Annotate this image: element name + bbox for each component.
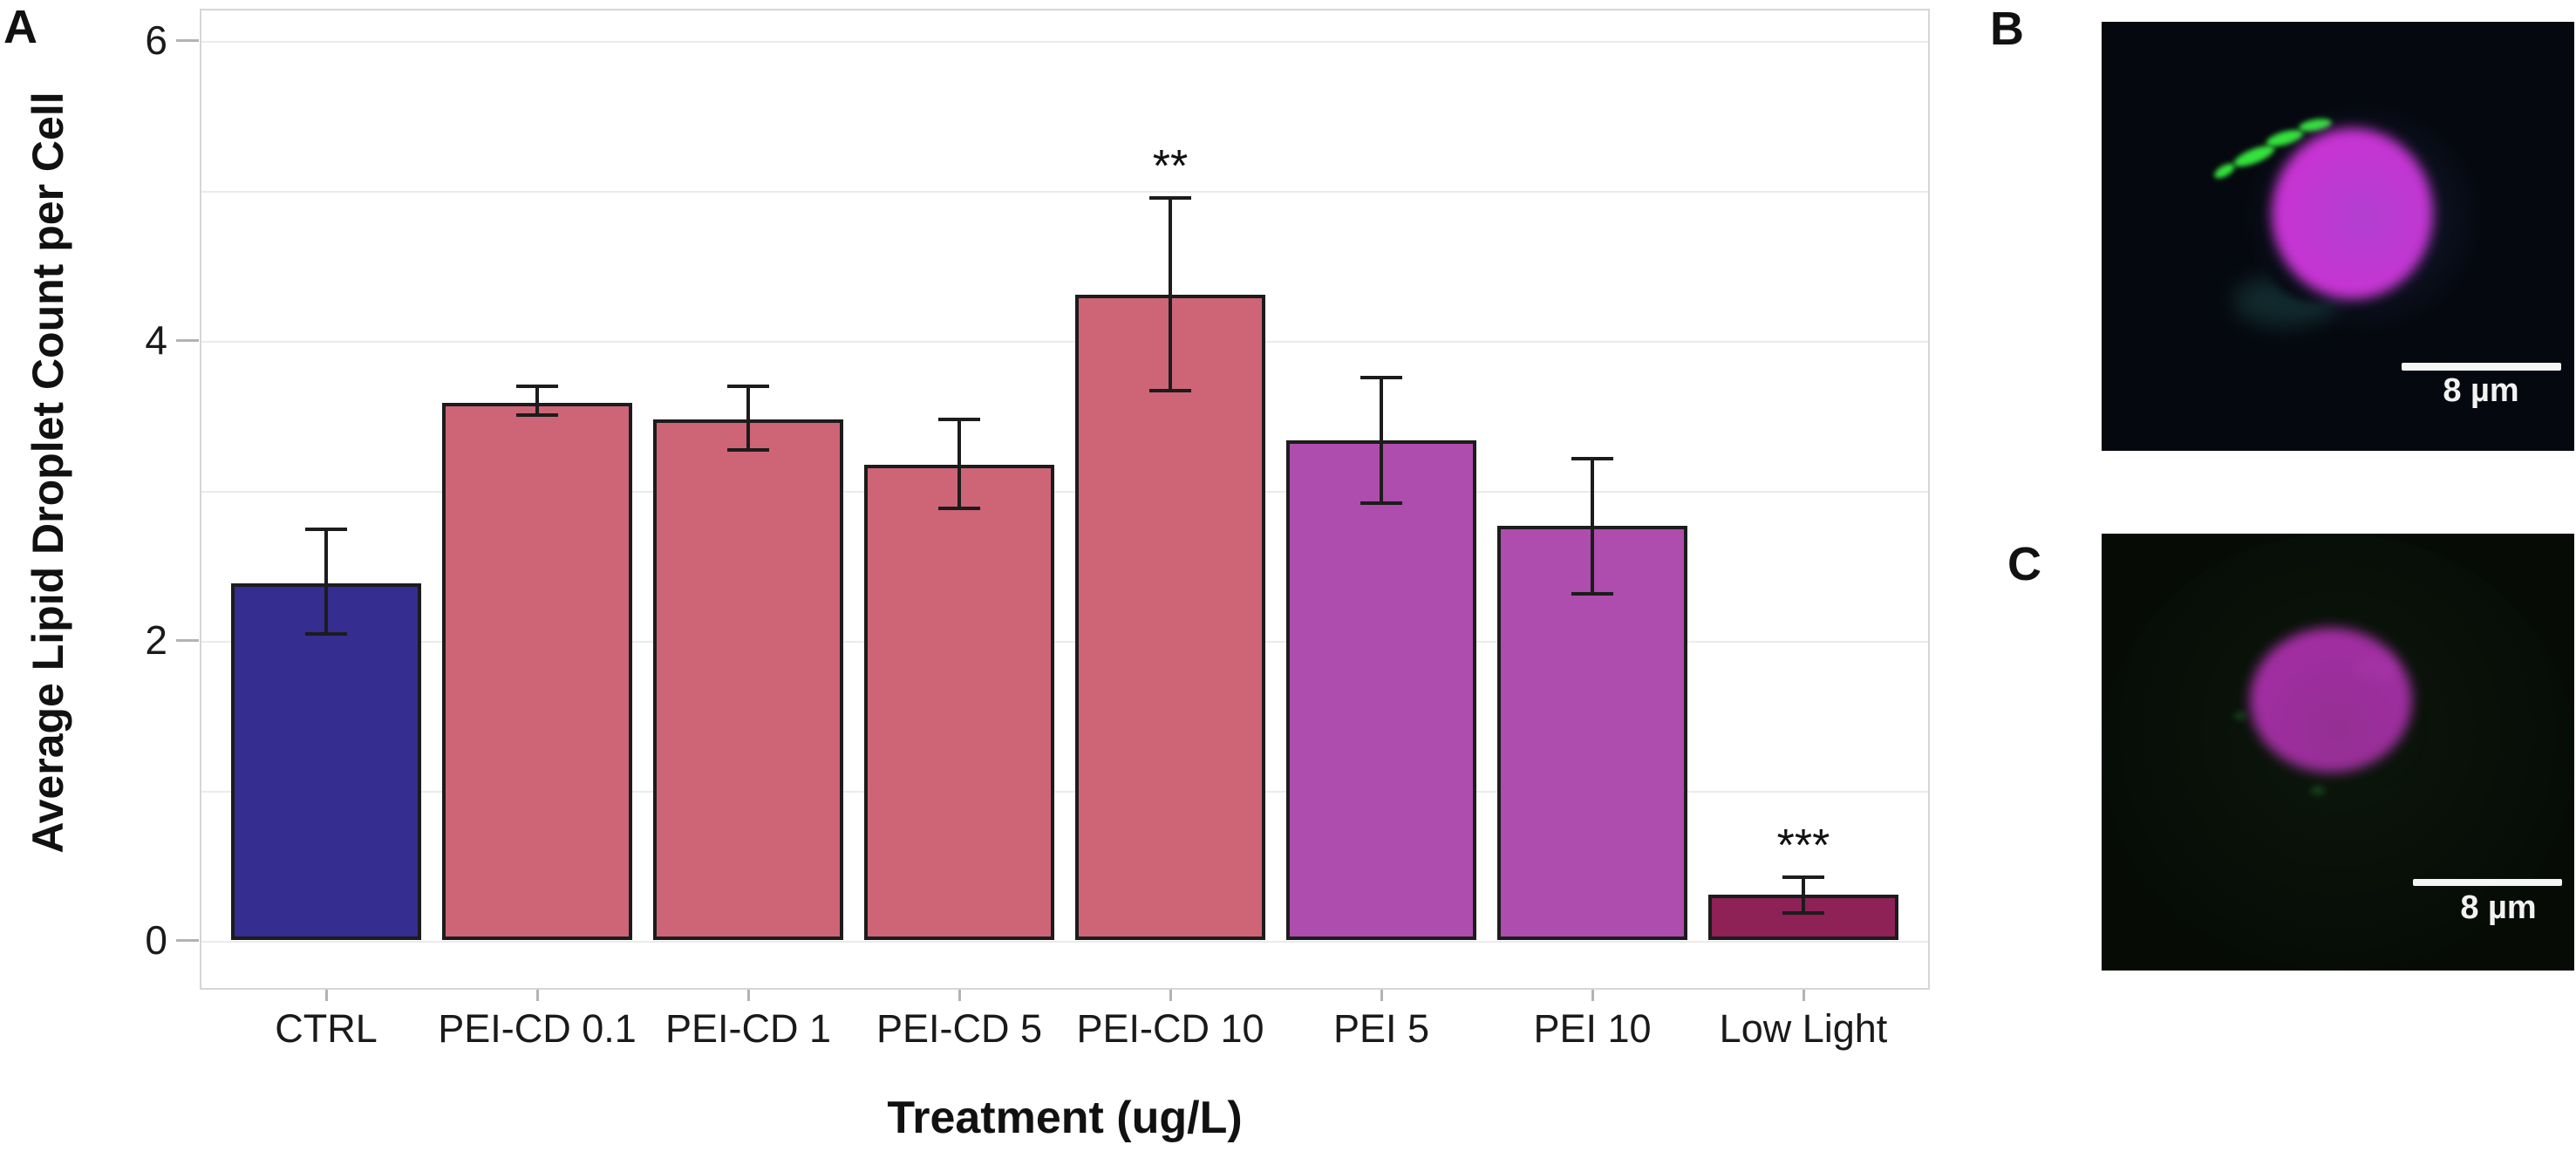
error-bar-cap-bottom bbox=[1782, 911, 1824, 916]
y-axis-tick bbox=[176, 39, 199, 42]
y-axis-tick-label: 4 bbox=[145, 317, 167, 363]
micrograph-b-fluorescence-image: 8 µm bbox=[2102, 22, 2574, 451]
y-axis-tick bbox=[176, 939, 199, 942]
x-axis-tick-label: Low Light bbox=[1719, 1006, 1888, 1051]
axis-layer: 0 2 4 6 CTRL PEI-CD 0.1 PEI-CD 1 PEI-CD 5 ** PEI-… bbox=[145, 17, 1898, 1051]
scale-bar-label: 8 µm bbox=[2443, 372, 2519, 409]
x-axis-tick-label: PEI-CD 10 bbox=[1076, 1006, 1264, 1051]
background-noise bbox=[2102, 534, 2574, 971]
error-bar bbox=[746, 386, 750, 450]
error-bar bbox=[957, 419, 961, 508]
panel-c-label: C bbox=[2007, 538, 2041, 590]
y-axis-tick-label: 0 bbox=[145, 917, 167, 963]
error-bar-cap-top bbox=[1149, 195, 1191, 200]
x-axis-tick-label: PEI-CD 1 bbox=[664, 1006, 832, 1051]
x-axis-tick-label: CTRL bbox=[275, 1006, 378, 1051]
x-axis-tick bbox=[1380, 990, 1383, 1001]
x-axis-tick bbox=[1591, 990, 1594, 1001]
error-bar-cap-top bbox=[938, 418, 980, 422]
cell-body bbox=[2250, 628, 2412, 773]
error-bar-cap-bottom bbox=[1149, 389, 1191, 393]
cell-glow bbox=[2241, 100, 2485, 336]
x-axis-title: Treatment (ug/L) bbox=[887, 1093, 1243, 1143]
scale-bar-label: 8 µm bbox=[2460, 889, 2537, 926]
gridline bbox=[201, 191, 1928, 193]
y-axis-tick-label: 6 bbox=[145, 17, 167, 63]
significance-annotation: ** bbox=[1152, 140, 1189, 192]
green-speck bbox=[2234, 712, 2246, 719]
cell-body bbox=[2272, 128, 2433, 299]
error-bar-cap-top bbox=[516, 385, 558, 389]
error-bar-cap-top bbox=[1782, 875, 1824, 879]
micrograph-c-fluorescence-image: 8 µm bbox=[2102, 534, 2574, 971]
error-bar-cap-bottom bbox=[727, 447, 769, 452]
bar bbox=[442, 403, 632, 940]
error-bar-cap-bottom bbox=[516, 413, 558, 417]
error-bar-cap-bottom bbox=[938, 506, 980, 510]
significance-annotation: *** bbox=[1776, 820, 1830, 871]
error-bar bbox=[1591, 458, 1594, 594]
error-bar-cap-top bbox=[305, 527, 347, 531]
error-bar bbox=[1380, 378, 1383, 504]
bar bbox=[1075, 295, 1265, 940]
x-axis-tick bbox=[536, 990, 539, 1001]
bar bbox=[864, 464, 1054, 940]
error-bar-cap-bottom bbox=[1360, 501, 1402, 506]
x-axis-tick-label: PEI-CD 5 bbox=[876, 1006, 1043, 1051]
y-axis-tick bbox=[176, 339, 199, 342]
x-axis-tick bbox=[747, 990, 750, 1001]
bar bbox=[653, 419, 843, 940]
gridline bbox=[201, 491, 1928, 493]
gridline bbox=[201, 41, 1928, 43]
panel-a-label: A bbox=[3, 1, 37, 53]
bar bbox=[231, 582, 421, 940]
scale-bar bbox=[2413, 879, 2562, 886]
y-axis-tick bbox=[176, 639, 199, 642]
error-bar-cap-top bbox=[727, 385, 769, 389]
error-bar bbox=[1802, 876, 1805, 914]
x-axis-tick bbox=[325, 990, 328, 1001]
gridline bbox=[201, 341, 1928, 343]
error-bar-cap-top bbox=[1360, 376, 1402, 379]
bar bbox=[1286, 440, 1476, 940]
y-axis-tick-label: 2 bbox=[145, 617, 167, 663]
gridline bbox=[201, 941, 1928, 943]
x-axis-tick bbox=[1169, 990, 1172, 1001]
error-bar-cap-bottom bbox=[1571, 591, 1613, 596]
gridline bbox=[201, 641, 1928, 643]
error-bar bbox=[324, 528, 328, 635]
gridline bbox=[201, 791, 1928, 793]
x-axis-tick-label: PEI 5 bbox=[1332, 1006, 1430, 1051]
x-axis-tick bbox=[958, 990, 961, 1001]
scale-bar bbox=[2402, 363, 2561, 371]
error-bar-cap-top bbox=[1571, 456, 1613, 460]
x-axis-tick-label: PEI-CD 0.1 bbox=[438, 1006, 637, 1051]
bar bbox=[1497, 526, 1687, 940]
error-bar bbox=[535, 386, 539, 415]
panel-b-label: B bbox=[1990, 3, 2024, 55]
x-axis-tick bbox=[1803, 990, 1805, 1001]
green-speck bbox=[2311, 787, 2325, 794]
error-bar-cap-bottom bbox=[305, 632, 347, 637]
x-axis-tick-label: PEI 10 bbox=[1533, 1006, 1652, 1051]
error-bar bbox=[1169, 197, 1172, 392]
